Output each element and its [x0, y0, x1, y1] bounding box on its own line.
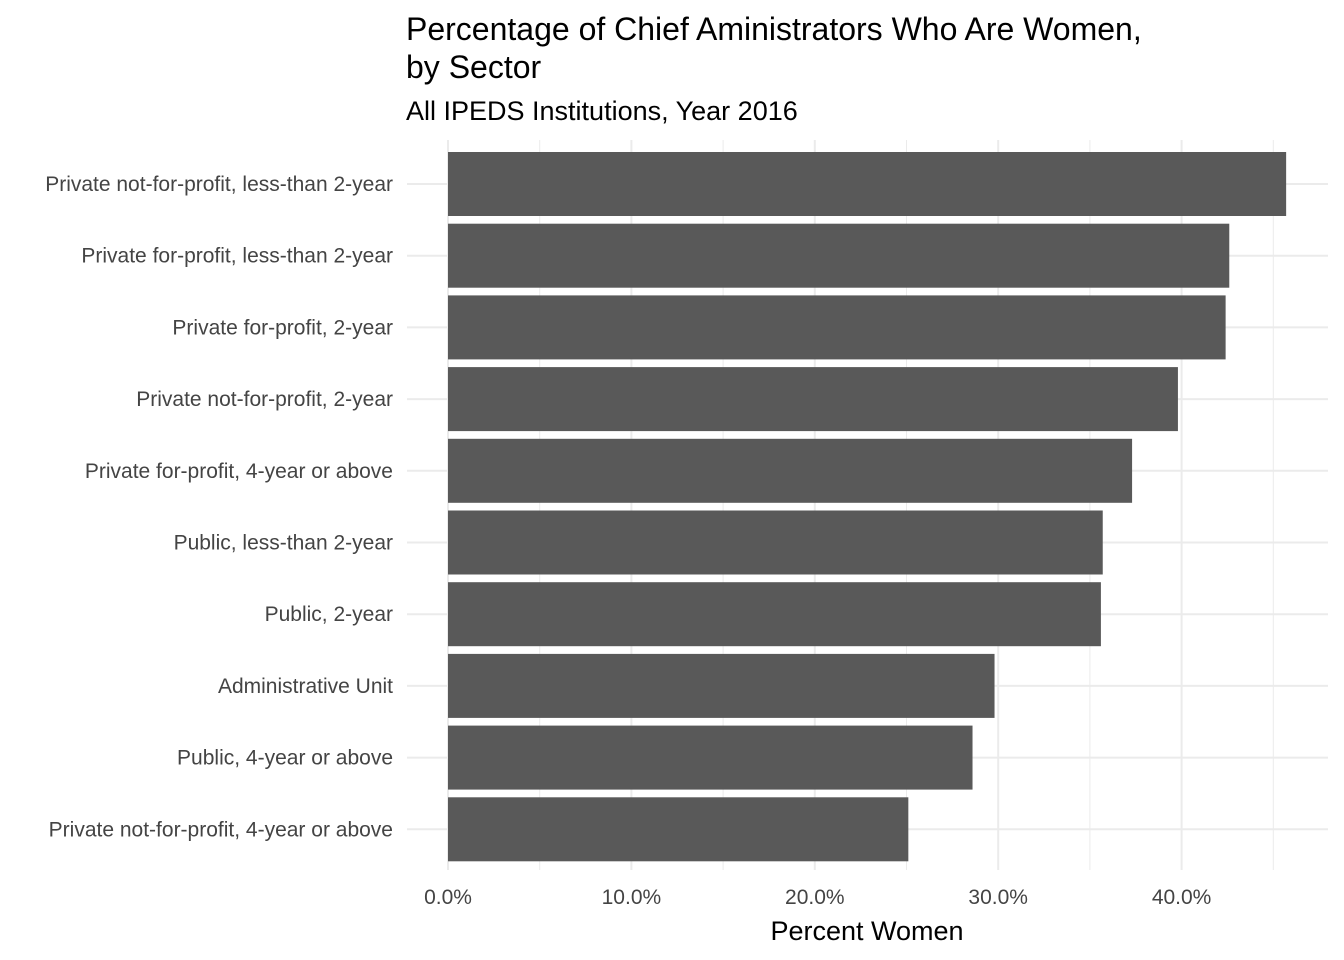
bar — [448, 295, 1226, 360]
y-tick-label: Administrative Unit — [218, 675, 393, 698]
y-tick-labels: Private not-for-profit, less-than 2-year… — [45, 173, 393, 841]
y-tick-label: Public, 2-year — [265, 603, 393, 626]
bar — [448, 797, 909, 862]
y-tick-label: Private for-profit, less-than 2-year — [81, 245, 393, 268]
x-tick-label: 10.0% — [602, 886, 662, 909]
bar — [448, 367, 1178, 432]
bar — [448, 152, 1287, 216]
y-tick-label: Public, 4-year or above — [177, 747, 393, 770]
bar — [448, 438, 1133, 503]
bar — [448, 653, 995, 718]
x-tick-label: 40.0% — [1152, 886, 1212, 909]
x-tick-label: 0.0% — [424, 886, 472, 909]
bar — [448, 582, 1101, 647]
chart-title: Percentage of Chief Aministrators Who Ar… — [406, 11, 1142, 85]
y-tick-label: Private for-profit, 4-year or above — [85, 460, 393, 483]
y-tick-label: Private not-for-profit, 4-year or above — [49, 818, 393, 841]
y-tick-label: Private for-profit, 2-year — [172, 316, 393, 339]
bar — [448, 223, 1230, 288]
x-tick-labels: 0.0% 10.0% 20.0% 30.0% 40.0% — [424, 886, 1211, 909]
bar — [448, 510, 1103, 575]
x-tick-label: 20.0% — [785, 886, 845, 909]
y-tick-label: Public, less-than 2-year — [174, 532, 393, 555]
bar — [448, 725, 973, 790]
y-tick-label: Private not-for-profit, less-than 2-year — [45, 173, 393, 196]
y-tick-label: Private not-for-profit, 2-year — [136, 388, 393, 411]
bars — [448, 152, 1287, 862]
x-axis-label: Percent Women — [770, 916, 963, 946]
x-tick-label: 30.0% — [968, 886, 1028, 909]
chart-subtitle: All IPEDS Institutions, Year 2016 — [406, 96, 798, 126]
